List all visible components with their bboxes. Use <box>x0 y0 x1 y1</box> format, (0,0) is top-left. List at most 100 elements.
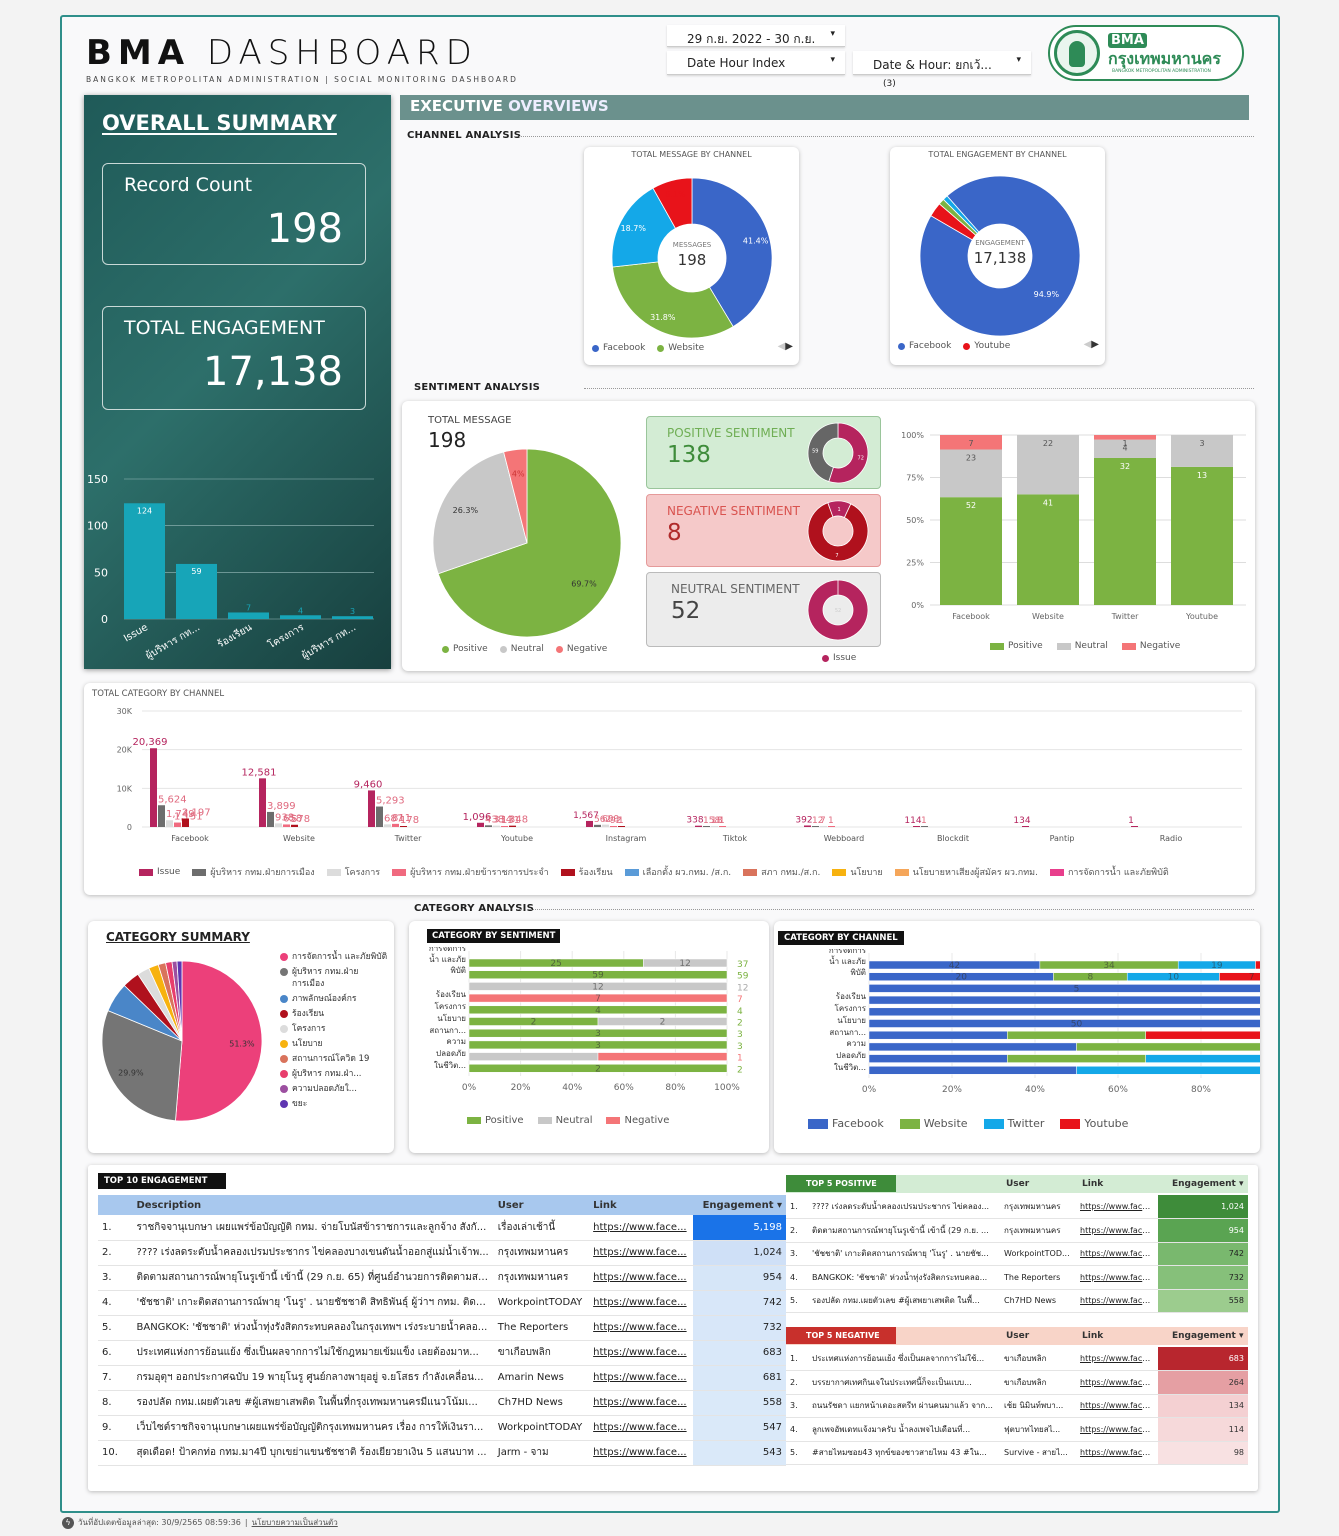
table-row[interactable]: 4. ลูกเพจอัพเดทแจ้งมาครับ น้ำลงเพจไปเดือน… <box>786 1417 1248 1442</box>
legend-item: ร้องเรียน <box>280 1008 388 1020</box>
y-tick: 150 <box>87 473 108 486</box>
cat-bar-label: 1 <box>921 816 927 826</box>
link-cell[interactable]: https://www.face... <box>589 1240 693 1266</box>
prev-icon[interactable]: ◀ <box>777 341 786 352</box>
link-cell[interactable]: https://www.face... <box>1076 1441 1158 1465</box>
row-label: น้ำ และภัย <box>829 955 866 966</box>
hbar-label: 12 <box>592 982 603 992</box>
link-cell[interactable]: https://www.face... <box>589 1440 693 1466</box>
cat-bar <box>493 825 500 827</box>
seg-label: 7 <box>968 439 973 448</box>
legend-label: ผู้บริหาร กทม.ฝ่ายการเมือง <box>292 967 359 989</box>
date-hour-index-filter[interactable]: Date Hour Index ▾ <box>667 51 845 75</box>
link-cell[interactable]: https://www.face... <box>1076 1394 1158 1418</box>
link-cell[interactable]: https://www.face... <box>1076 1417 1158 1442</box>
table-row[interactable]: 10. สุดเดือด! ป้าคกท่อ กทม.มา4ปี บุกเขย่า… <box>98 1440 786 1466</box>
link-cell[interactable]: https://www.face... <box>589 1215 693 1241</box>
link-cell[interactable]: https://www.face... <box>1076 1195 1158 1219</box>
table-header-row: Description User Link Engagement ▾ <box>98 1195 786 1215</box>
slice-label: 4% <box>512 470 525 479</box>
row-total: 12 <box>737 983 748 993</box>
privacy-link[interactable]: นโยบายความเป็นส่วนตัว <box>251 1518 338 1527</box>
link-cell[interactable]: https://www.face... <box>589 1265 693 1291</box>
table-row[interactable]: 6. ประเทศแห่งการย้อนแย้ง ซึ่งเป็นผลจากการ… <box>98 1340 786 1366</box>
x-tick: 60% <box>1108 1085 1128 1095</box>
link-cell[interactable]: https://www.face... <box>1076 1265 1158 1290</box>
stack-seg <box>1017 494 1079 605</box>
slice-1 <box>101 1010 183 1122</box>
date-hour-filter[interactable]: Date & Hour: ยกเว้... (3) ▾ <box>853 51 1031 89</box>
link-cell[interactable]: https://www.face... <box>589 1315 693 1341</box>
link-cell[interactable]: https://www.face... <box>589 1290 693 1316</box>
slice-label: 31.8% <box>650 313 676 322</box>
date-range-picker[interactable]: 29 ก.ย. 2022 - 30 ก.ย. 2022▾ <box>667 25 845 63</box>
category-channel-chart: 0%20%40%60%80%100%4234197720810785371501… <box>829 949 1260 1095</box>
cat-bar-label: 178 <box>400 815 419 826</box>
engagement-sort-header[interactable]: Engagement ▾ <box>702 1199 782 1211</box>
user-cell: The Reporters <box>1000 1265 1076 1290</box>
table-row[interactable]: 2. ติดตามสถานการณ์พายุโนรูเข้านี้ เข้านี้… <box>786 1218 1248 1243</box>
y-tick: 30K <box>117 707 133 716</box>
legend-item: ความปลอดภัยใ... <box>280 1083 388 1095</box>
link-cell[interactable]: https://www.face... <box>589 1415 693 1441</box>
prev-icon[interactable]: ◀ <box>1083 339 1092 350</box>
table-row[interactable]: 1. ราชกิจจานุเบกษา เผยแพร่ข้อบัญญัติ กทม.… <box>98 1215 786 1241</box>
table-row[interactable]: 5. #สายไหมซอย43 ทุกข์ของชาวสายไหม 43 #ใน.… <box>786 1441 1248 1465</box>
description-cell: BANGKOK: 'ชัชชาติ' ห่วงน้ำทุ่งรังสิตกระท… <box>808 1265 1000 1290</box>
link-cell[interactable]: https://www.face... <box>1076 1347 1158 1371</box>
neg-engagement-sort[interactable]: Engagement ▾ <box>1172 1331 1244 1341</box>
y-tick: 75% <box>906 474 924 483</box>
category-channel-legend2: Facebook Website Twitter Youtube <box>808 1117 1128 1130</box>
user-cell: Amarin News <box>493 1365 590 1391</box>
link-cell[interactable]: https://www.face... <box>1076 1289 1158 1313</box>
seg-label: 3 <box>1199 439 1204 448</box>
link-cell[interactable]: https://www.face... <box>1076 1218 1158 1243</box>
hbar-seg <box>643 958 728 968</box>
row-label: นโยบาย <box>437 1013 466 1023</box>
table-row[interactable]: 3. 'ชัชชาติ' เกาะติดสถานการณ์พายุ 'โนรู' … <box>786 1242 1248 1266</box>
table-row[interactable]: 7. กรมอุตุฯ ออกประกาศฉบับ 19 พายุโนรู ศูน… <box>98 1365 786 1391</box>
table-row[interactable]: 8. รองปลัด กทม.เผยตัวเลข #ผู้เสพยาเสพติด … <box>98 1390 786 1416</box>
x-tick: Twitter <box>1111 612 1140 621</box>
table-row[interactable]: 2. บรรยากาศเทศกินเจในประเทศนี้ก็จะเป็นแบบ… <box>786 1370 1248 1395</box>
bolt-icon: ϟ <box>62 1516 74 1529</box>
row-label: ร้องเรียน <box>836 992 867 1001</box>
table-row[interactable]: 3. ถนนรัชดา แยกหน้าเดอะสตรีท ผ่านคนมาแล้ว… <box>786 1394 1248 1418</box>
cat-bar-label: 658 <box>283 813 302 824</box>
link-cell[interactable]: https://www.face... <box>589 1340 693 1366</box>
user-cell: Jarm - จาม <box>493 1440 590 1466</box>
hbar-label: 2 <box>660 1018 666 1028</box>
slice-label: 7 <box>835 553 838 559</box>
seg-label: 22 <box>1043 439 1053 448</box>
slice-label: 69.7% <box>571 580 597 589</box>
link-cell[interactable]: https://www.face... <box>589 1365 693 1391</box>
link-cell[interactable]: https://www.face... <box>1076 1242 1158 1266</box>
pos-engagement-sort[interactable]: Engagement ▾ <box>1172 1179 1244 1189</box>
table-row[interactable]: 1. ประเทศแห่งการย้อนแย้ง ซึ่งเป็นผลจากการ… <box>786 1347 1248 1371</box>
table-row[interactable]: 9. เว็บไซต์ราชกิจจานุเบกษาเผยแพร่ข้อบัญญั… <box>98 1415 786 1441</box>
x-tick: 80% <box>1191 1085 1211 1095</box>
x-tick: 20% <box>942 1085 962 1095</box>
engagement-cell: 954 <box>692 1265 786 1291</box>
cat-bar-label: 578 <box>291 814 310 825</box>
table-row[interactable]: 5. รองปลัด กทม.เผยตัวเลข #ผู้เสพยาเสพติด … <box>786 1289 1248 1313</box>
table-row[interactable]: 3. ติดตามสถานการณ์พายุโนรูเข้านี้ เข้านี้… <box>98 1265 786 1291</box>
user-cell: เรื่องเล่าเช้านี้ <box>493 1215 590 1241</box>
row-label: ความ <box>846 1039 866 1048</box>
engagement-cell: 547 <box>692 1415 786 1441</box>
table-row[interactable]: 4. BANGKOK: 'ชัชชาติ' ห่วงน้ำทุ่งรังสิตกร… <box>786 1265 1248 1290</box>
next-icon[interactable]: ▶ <box>785 341 793 352</box>
seg-label: 23 <box>966 454 976 463</box>
x-tick: Blockdit <box>937 834 969 843</box>
link-cell[interactable]: https://www.face... <box>1076 1370 1158 1395</box>
legend-item: สถานการณ์โควิด 19 <box>280 1053 388 1065</box>
table-row[interactable]: 5. BANGKOK: 'ชัชชาติ' ห่วงน้ำทุ่งรังสิตกร… <box>98 1315 786 1341</box>
legend-pager[interactable]: ◀▶ <box>778 341 793 352</box>
table-row[interactable]: 1.???? เร่งลดระดับน้ำคลองเปรมประชากร ไข่… <box>786 1195 1248 1219</box>
next-icon[interactable]: ▶ <box>1091 339 1099 350</box>
table-row[interactable]: 4. 'ชัชชาติ' เกาะติดสถานการณ์พายุ 'โนรู' … <box>98 1290 786 1316</box>
table-row[interactable]: 2.???? เร่งลดระดับน้ำคลองเปรมประชากร ไข่… <box>98 1240 786 1266</box>
link-cell[interactable]: https://www.face... <box>589 1390 693 1416</box>
footer: ϟ วันที่อัปเดตข้อมูลล่าสุด: 30/9/2565 08… <box>62 1516 338 1529</box>
legend-pager[interactable]: ◀▶ <box>1084 339 1099 350</box>
